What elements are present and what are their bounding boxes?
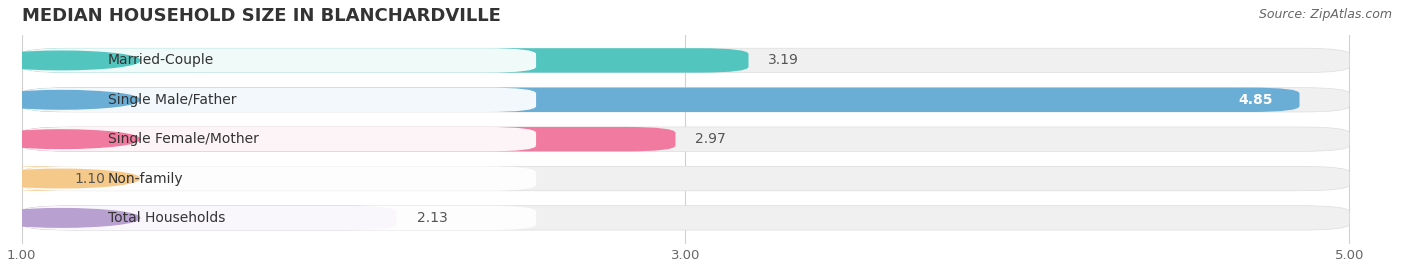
Text: 4.85: 4.85 [1239, 93, 1272, 107]
FancyBboxPatch shape [21, 88, 536, 112]
Text: 3.19: 3.19 [769, 54, 799, 68]
Circle shape [0, 51, 139, 70]
FancyBboxPatch shape [21, 88, 1299, 112]
Text: 2.97: 2.97 [696, 132, 725, 146]
FancyBboxPatch shape [21, 48, 536, 73]
FancyBboxPatch shape [21, 127, 536, 151]
FancyBboxPatch shape [21, 206, 396, 230]
Text: 2.13: 2.13 [416, 211, 447, 225]
FancyBboxPatch shape [21, 88, 1350, 112]
Text: Single Male/Father: Single Male/Father [108, 93, 236, 107]
Text: Single Female/Mother: Single Female/Mother [108, 132, 259, 146]
FancyBboxPatch shape [21, 166, 536, 191]
FancyBboxPatch shape [21, 206, 536, 230]
FancyBboxPatch shape [21, 48, 1350, 73]
FancyBboxPatch shape [21, 127, 1350, 151]
FancyBboxPatch shape [6, 166, 72, 191]
Circle shape [0, 169, 139, 188]
Text: Married-Couple: Married-Couple [108, 54, 214, 68]
FancyBboxPatch shape [21, 206, 1350, 230]
Circle shape [0, 130, 139, 148]
FancyBboxPatch shape [21, 48, 748, 73]
Text: MEDIAN HOUSEHOLD SIZE IN BLANCHARDVILLE: MEDIAN HOUSEHOLD SIZE IN BLANCHARDVILLE [21, 7, 501, 25]
Text: Total Households: Total Households [108, 211, 225, 225]
Text: 1.10: 1.10 [75, 172, 105, 186]
FancyBboxPatch shape [21, 127, 675, 151]
Circle shape [0, 91, 139, 109]
Text: Non-family: Non-family [108, 172, 184, 186]
Circle shape [0, 209, 139, 227]
FancyBboxPatch shape [21, 166, 1350, 191]
Text: Source: ZipAtlas.com: Source: ZipAtlas.com [1258, 8, 1392, 21]
